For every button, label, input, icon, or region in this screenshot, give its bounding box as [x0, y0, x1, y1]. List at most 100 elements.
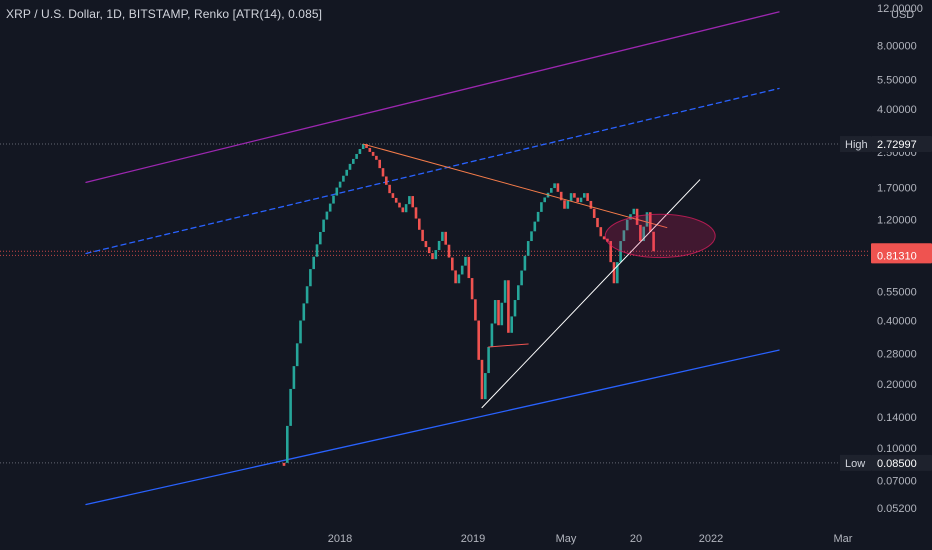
renko-brick — [368, 147, 372, 152]
renko-brick — [342, 175, 345, 182]
renko-brick — [398, 202, 401, 208]
renko-brick — [625, 219, 629, 231]
renko-brick — [454, 270, 457, 284]
renko-brick — [457, 274, 461, 284]
renko-brick — [573, 193, 576, 198]
renko-brick — [606, 238, 609, 242]
renko-brick — [484, 373, 487, 400]
renko-brick — [635, 208, 639, 225]
renko-brick — [286, 425, 289, 463]
renko-brick — [302, 303, 306, 321]
renko-brick — [592, 208, 596, 218]
renko-brick — [335, 187, 339, 196]
renko-brick — [609, 241, 612, 263]
renko-brick — [599, 227, 603, 237]
x-tick-label: 20 — [630, 533, 642, 545]
renko-brick — [500, 302, 504, 326]
renko-brick — [338, 181, 342, 188]
renko-brick — [312, 256, 315, 270]
renko-brick — [589, 200, 593, 209]
renko-brick — [424, 241, 428, 248]
renko-brick — [282, 462, 286, 466]
renko-brick — [375, 155, 378, 160]
renko-brick — [431, 253, 434, 260]
renko-brick — [553, 183, 556, 189]
renko-brick — [309, 269, 312, 287]
y-tick-label: 4.00000 — [877, 104, 917, 116]
y-tick-label: 5.50000 — [877, 75, 917, 87]
y-tick-label: 0.55000 — [877, 286, 917, 298]
renko-brick — [566, 200, 570, 209]
renko-brick — [583, 193, 586, 198]
renko-brick — [305, 286, 309, 304]
renko-brick — [319, 231, 322, 245]
renko-brick — [526, 241, 530, 256]
y-tick-label: 1.70000 — [877, 183, 917, 195]
y-tick-label: 0.40000 — [877, 316, 917, 328]
renko-brick — [345, 169, 348, 176]
renko-brick — [401, 207, 405, 213]
renko-brick — [477, 320, 480, 360]
renko-brick — [355, 153, 358, 159]
renko-brick — [328, 203, 332, 212]
renko-brick — [421, 229, 424, 242]
renko-brick — [352, 158, 355, 164]
renko-brick — [358, 149, 362, 154]
renko-brick — [559, 191, 563, 201]
renko-brick — [299, 320, 302, 344]
renko-brick — [381, 168, 385, 177]
renko-brick — [325, 211, 329, 220]
renko-brick — [332, 195, 335, 204]
highlight-zone — [604, 213, 716, 259]
renko-brick — [569, 193, 573, 201]
renko-brick — [497, 300, 500, 326]
price-badge-bg — [871, 247, 932, 264]
renko-brick — [632, 208, 636, 215]
renko-brick — [470, 278, 474, 300]
renko-brick — [427, 247, 431, 254]
trendline — [85, 11, 780, 183]
renko-brick — [649, 212, 652, 232]
renko-brick — [490, 323, 494, 347]
y-tick-label: 0.07000 — [877, 476, 917, 488]
renko-brick — [510, 316, 513, 333]
renko-brick — [460, 265, 464, 275]
y-unit-label: USD — [891, 9, 914, 21]
price-badge-value: 0.81310 — [877, 250, 917, 262]
renko-brick — [322, 219, 325, 232]
renko-brick — [619, 241, 622, 263]
renko-brick — [576, 197, 579, 203]
price-badge-bg — [871, 136, 932, 153]
renko-brick — [391, 193, 395, 198]
renko-brick — [507, 280, 510, 333]
renko-brick — [467, 256, 471, 279]
renko-brick — [556, 183, 560, 192]
renko-brick — [404, 204, 408, 213]
y-tick-label: 0.10000 — [877, 443, 917, 455]
renko-brick — [616, 262, 619, 284]
trendline — [85, 87, 780, 255]
renko-brick — [444, 231, 447, 245]
renko-brick — [533, 221, 537, 232]
renko-brick — [586, 193, 589, 201]
renko-brick — [388, 184, 391, 194]
y-tick-label: 8.00000 — [877, 40, 917, 52]
y-tick-label: 0.20000 — [877, 379, 917, 391]
renko-brick — [295, 343, 299, 367]
price-badge-value: 2.72997 — [877, 139, 917, 151]
renko-brick — [434, 250, 438, 260]
renko-brick — [517, 285, 520, 301]
renko-brick — [523, 255, 527, 271]
price-badge-label-bg — [840, 454, 871, 471]
renko-brick — [371, 151, 375, 156]
renko-brick — [464, 256, 467, 266]
renko-brick — [451, 257, 454, 271]
y-tick-label: 0.14000 — [877, 412, 917, 424]
renko-brick — [536, 211, 540, 222]
renko-brick — [639, 224, 642, 242]
y-tick-label: 0.05200 — [877, 503, 917, 515]
renko-brick — [418, 218, 421, 230]
renko-brick — [385, 176, 388, 185]
trendline — [488, 343, 529, 348]
